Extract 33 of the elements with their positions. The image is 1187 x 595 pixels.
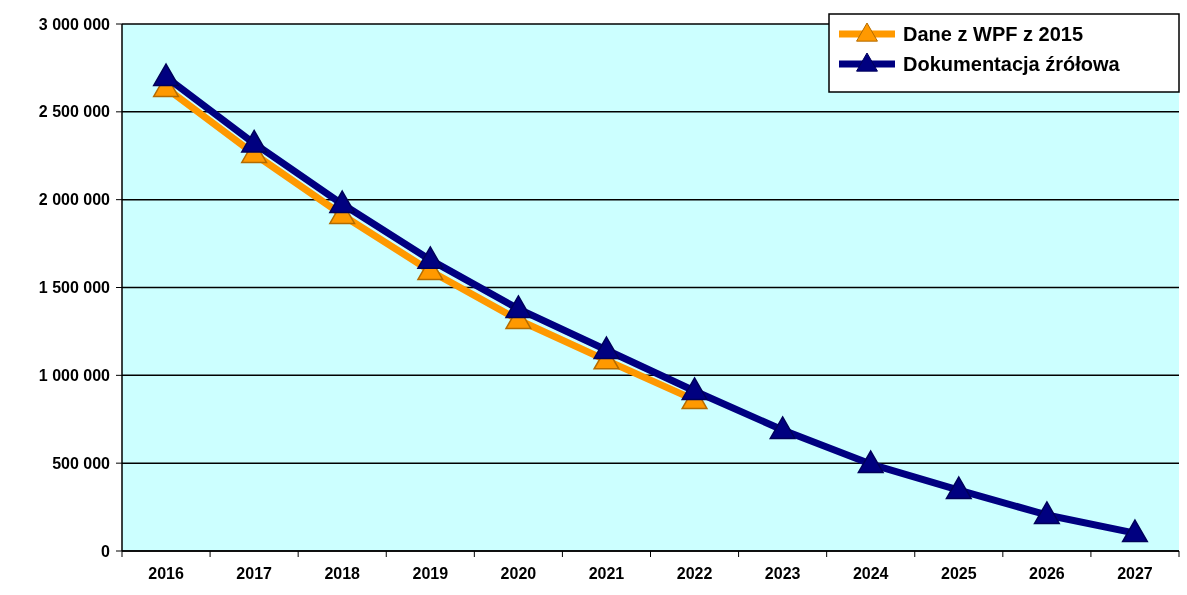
- legend-label: Dane z WPF z 2015: [903, 23, 1084, 45]
- x-tick-label: 2024: [852, 565, 889, 582]
- x-tick-label: 2023: [764, 565, 801, 582]
- x-tick-label: 2017: [236, 565, 273, 582]
- point: [593, 336, 620, 360]
- y-tick-label: 2 000 000: [38, 191, 111, 209]
- y-tick-label: 2 500 000: [38, 103, 111, 121]
- legend-label: Dokumentacja źrółowa: [903, 53, 1121, 75]
- x-tick-label: 2020: [500, 565, 537, 582]
- y-tick-label: 1 500 000: [38, 279, 111, 297]
- y-tick-label: 0: [101, 542, 111, 560]
- x-tick-label: 2016: [148, 565, 184, 582]
- x-tick-label: 2019: [412, 565, 449, 582]
- point: [1033, 501, 1060, 525]
- x-tick-label: 2018: [324, 565, 361, 582]
- point: [857, 450, 884, 474]
- x-tick-label: 2026: [1029, 565, 1065, 582]
- point: [329, 190, 356, 214]
- point: [681, 377, 708, 401]
- point: [1121, 519, 1149, 543]
- y-tick-label: 500 000: [52, 454, 111, 472]
- y-tick-label: 3 000 000: [38, 15, 111, 33]
- x-tick-label: 2021: [588, 565, 625, 582]
- x-tick-label: 2022: [676, 565, 713, 582]
- point: [152, 63, 180, 87]
- point: [505, 295, 532, 319]
- point: [769, 416, 796, 440]
- x-tick-label: 2025: [940, 565, 977, 582]
- x-tick-label: 2027: [1117, 565, 1153, 582]
- point: [945, 476, 972, 500]
- point: [241, 129, 268, 153]
- y-tick-label: 1 000 000: [38, 366, 111, 384]
- point: [417, 246, 444, 270]
